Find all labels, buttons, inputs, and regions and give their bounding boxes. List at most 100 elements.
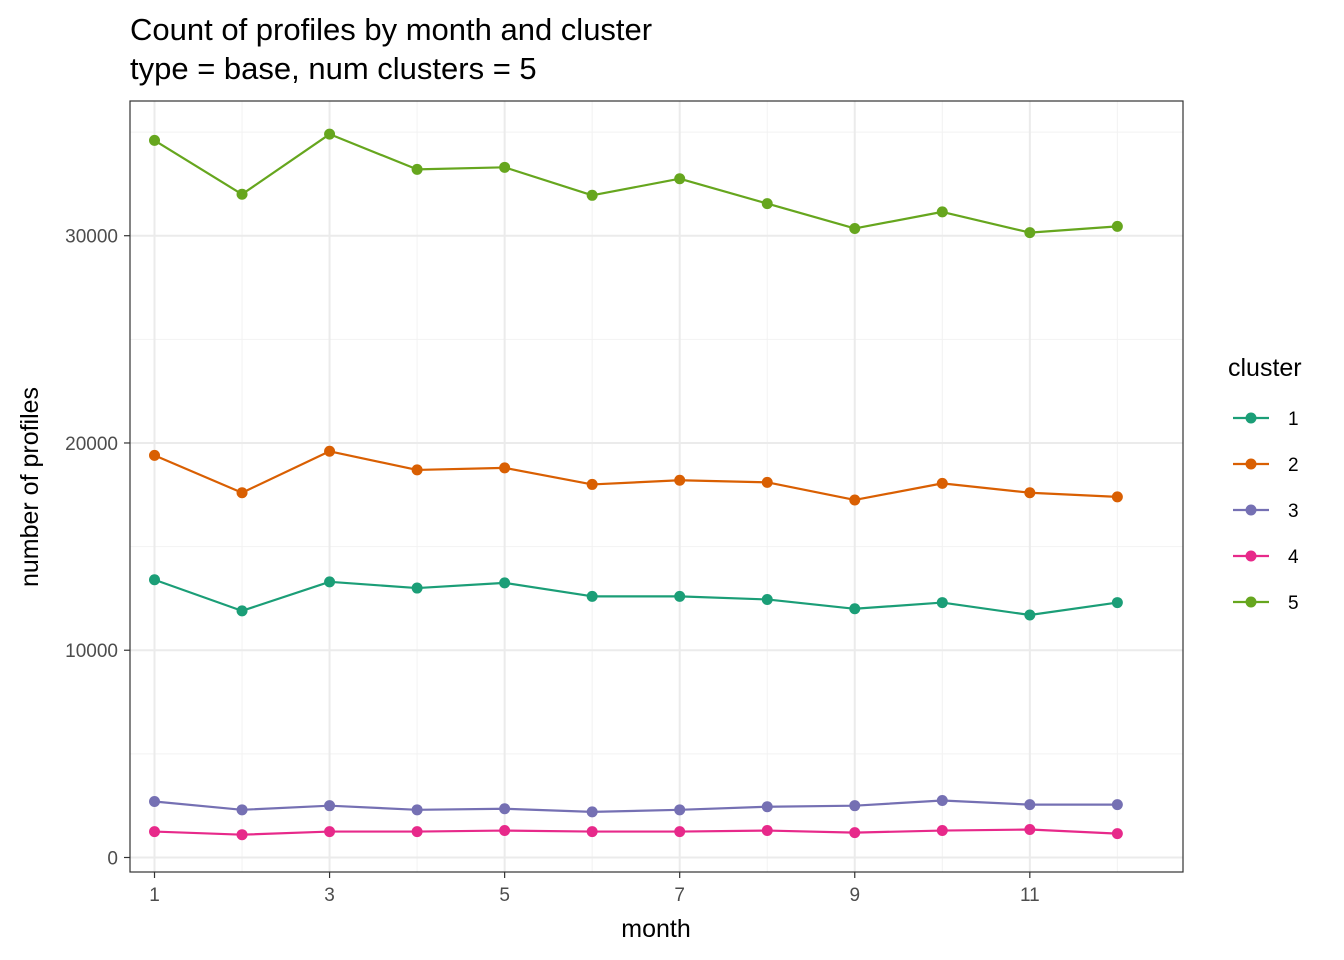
chart-subtitle: type = base, num clusters = 5 bbox=[130, 51, 537, 86]
data-point bbox=[586, 189, 598, 201]
y-tick-label: 30000 bbox=[65, 227, 118, 248]
x-tick-label: 9 bbox=[849, 885, 860, 906]
legend-key-point bbox=[1245, 596, 1257, 608]
y-axis-title: number of profiles bbox=[16, 387, 44, 587]
legend-key-point bbox=[1245, 550, 1257, 562]
data-point bbox=[324, 800, 336, 812]
data-point bbox=[411, 582, 423, 594]
legend-label: 2 bbox=[1288, 455, 1299, 476]
data-point bbox=[1111, 828, 1123, 840]
x-tick-label: 11 bbox=[1020, 885, 1040, 906]
y-tick-label: 20000 bbox=[65, 434, 118, 455]
data-point bbox=[411, 464, 423, 476]
legend-key-point bbox=[1245, 458, 1257, 470]
data-point bbox=[499, 462, 511, 474]
data-point bbox=[236, 804, 248, 816]
data-point bbox=[674, 474, 686, 486]
x-tick-label: 7 bbox=[674, 885, 685, 906]
data-point bbox=[1111, 597, 1123, 609]
data-point bbox=[149, 449, 161, 461]
data-point bbox=[499, 825, 511, 837]
series-group bbox=[149, 128, 1123, 841]
data-point bbox=[586, 590, 598, 602]
x-axis-title: month bbox=[621, 915, 690, 943]
panel-border bbox=[129, 100, 1184, 873]
data-point bbox=[411, 804, 423, 816]
series-5 bbox=[149, 128, 1123, 239]
data-point bbox=[1024, 799, 1036, 811]
data-point bbox=[761, 593, 773, 605]
legend: cluster 1 2 3 4 5 bbox=[1228, 354, 1302, 614]
data-point bbox=[586, 806, 598, 818]
data-point bbox=[849, 827, 861, 839]
data-point bbox=[324, 576, 336, 588]
data-point bbox=[936, 477, 948, 489]
data-point bbox=[849, 800, 861, 812]
series-4 bbox=[149, 824, 1123, 841]
data-point bbox=[674, 804, 686, 816]
grid-major bbox=[130, 101, 1183, 872]
y-axis: 0 10000 20000 30000 bbox=[65, 227, 130, 869]
data-point bbox=[761, 198, 773, 210]
series-line bbox=[154, 450, 1118, 502]
data-point bbox=[674, 590, 686, 602]
x-tick-label: 3 bbox=[324, 885, 335, 906]
series-3 bbox=[149, 794, 1123, 818]
series-line bbox=[154, 828, 1118, 836]
series-line bbox=[154, 578, 1118, 617]
legend-item-2: 2 bbox=[1233, 455, 1299, 476]
data-point bbox=[849, 494, 861, 506]
data-point bbox=[499, 803, 511, 815]
data-point bbox=[849, 222, 861, 234]
legend-item-1: 1 bbox=[1233, 409, 1299, 430]
data-point bbox=[1111, 799, 1123, 811]
data-point bbox=[761, 801, 773, 813]
data-point bbox=[236, 605, 248, 617]
data-point bbox=[586, 478, 598, 490]
series-2 bbox=[149, 445, 1123, 506]
data-point bbox=[149, 826, 161, 838]
panel-background bbox=[130, 101, 1183, 872]
series-line bbox=[154, 799, 1118, 813]
legend-item-4: 4 bbox=[1233, 547, 1299, 568]
x-tick-label: 1 bbox=[149, 885, 160, 906]
legend-key-point bbox=[1245, 504, 1257, 516]
series-1 bbox=[149, 574, 1123, 621]
x-tick-label: 5 bbox=[499, 885, 510, 906]
data-point bbox=[499, 577, 511, 589]
legend-item-3: 3 bbox=[1233, 501, 1299, 522]
legend-item-5: 5 bbox=[1233, 593, 1299, 614]
data-point bbox=[1024, 824, 1036, 836]
data-point bbox=[499, 161, 511, 173]
data-point bbox=[761, 825, 773, 837]
legend-label: 3 bbox=[1288, 501, 1299, 522]
data-point bbox=[674, 826, 686, 838]
x-axis: 1 3 5 7 9 11 bbox=[149, 872, 1040, 906]
data-point bbox=[149, 574, 161, 586]
legend-title: cluster bbox=[1228, 354, 1302, 382]
data-point bbox=[936, 206, 948, 218]
data-point bbox=[1111, 220, 1123, 232]
legend-label: 5 bbox=[1288, 593, 1299, 614]
chart-title: Count of profiles by month and cluster bbox=[130, 12, 652, 47]
legend-key-point bbox=[1245, 412, 1257, 424]
data-point bbox=[674, 173, 686, 185]
data-point bbox=[324, 445, 336, 457]
data-point bbox=[586, 826, 598, 838]
data-point bbox=[761, 476, 773, 488]
y-tick-label: 0 bbox=[107, 848, 118, 869]
data-point bbox=[236, 829, 248, 841]
data-point bbox=[1024, 227, 1036, 239]
data-point bbox=[149, 134, 161, 146]
data-point bbox=[936, 597, 948, 609]
legend-label: 4 bbox=[1288, 547, 1299, 568]
legend-label: 1 bbox=[1288, 409, 1299, 430]
data-point bbox=[411, 826, 423, 838]
data-point bbox=[324, 826, 336, 838]
data-point bbox=[236, 487, 248, 499]
data-point bbox=[236, 188, 248, 200]
series-line bbox=[153, 133, 1118, 234]
data-point bbox=[411, 163, 423, 175]
data-point bbox=[849, 603, 861, 615]
